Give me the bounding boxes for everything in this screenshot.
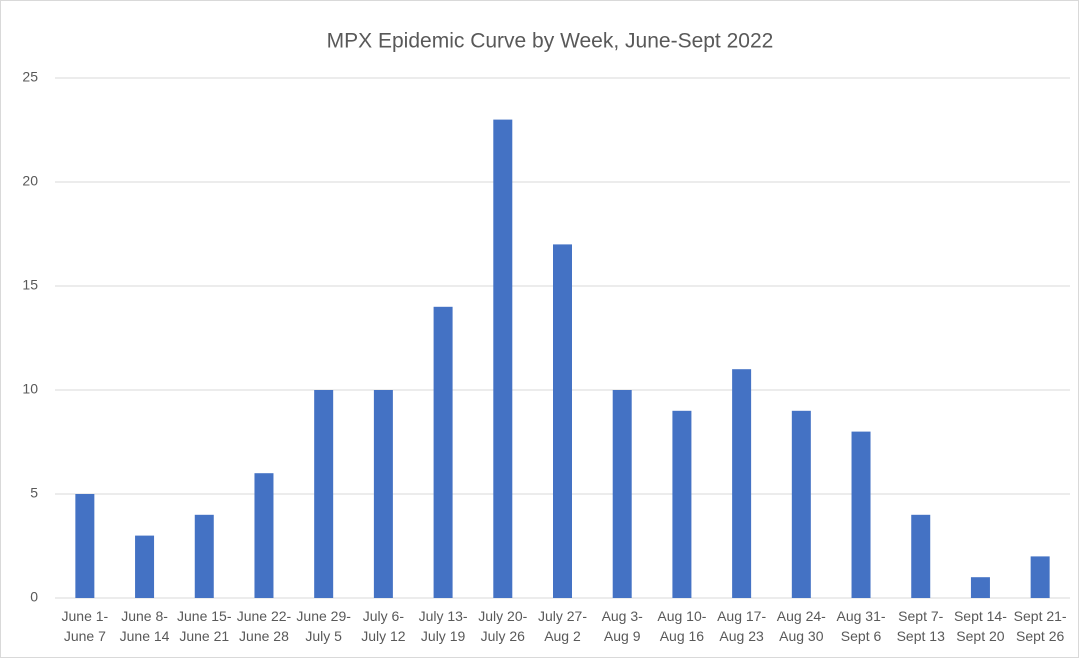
x-tick-label: Aug 31- Sept 6 bbox=[836, 608, 886, 644]
bar bbox=[851, 431, 871, 598]
bar bbox=[732, 369, 752, 598]
bar bbox=[373, 390, 393, 598]
bar bbox=[970, 577, 990, 598]
x-tick-label: June 1- June 7 bbox=[61, 608, 109, 644]
x-tick-label: July 13- July 19 bbox=[418, 608, 468, 644]
y-tick-label: 0 bbox=[30, 589, 38, 605]
bar bbox=[553, 244, 572, 598]
bar bbox=[612, 390, 632, 598]
y-tick-label: 20 bbox=[22, 173, 38, 189]
chart-title: MPX Epidemic Curve by Week, June-Sept 20… bbox=[327, 30, 774, 53]
bar bbox=[314, 390, 334, 598]
bar bbox=[135, 535, 155, 598]
bar bbox=[75, 494, 95, 598]
y-tick-label: 10 bbox=[22, 381, 38, 397]
y-tick-label: 25 bbox=[22, 69, 38, 85]
x-tick-label: June 29- July 5 bbox=[296, 608, 351, 644]
y-tick-label: 5 bbox=[30, 485, 38, 501]
x-tick-label: July 27- Aug 2 bbox=[537, 608, 587, 644]
bar bbox=[254, 473, 274, 598]
x-tick-label: June 22- June 28 bbox=[236, 608, 292, 644]
x-tick-label: June 8- June 14 bbox=[119, 608, 170, 644]
x-tick-label: Sept 14- Sept 20 bbox=[953, 608, 1007, 644]
bar bbox=[493, 119, 513, 598]
x-tick-label: July 6- July 12 bbox=[361, 608, 406, 644]
x-tick-label: Aug 3- Aug 9 bbox=[601, 608, 643, 644]
bar bbox=[433, 306, 453, 598]
x-tick-label: June 15- June 21 bbox=[177, 608, 232, 644]
bar bbox=[791, 410, 811, 598]
bar bbox=[672, 410, 692, 598]
x-tick-label: Sept 7- Sept 13 bbox=[896, 608, 945, 644]
bar bbox=[194, 514, 214, 598]
x-tick-label: Aug 24- Aug 30 bbox=[776, 608, 826, 644]
y-tick-label: 15 bbox=[22, 277, 38, 293]
x-tick-label: Sept 21- Sept 26 bbox=[1013, 608, 1067, 644]
bar bbox=[1030, 556, 1050, 598]
x-tick-label: Aug 10- Aug 16 bbox=[657, 608, 707, 644]
bar bbox=[911, 514, 931, 598]
x-tick-label: July 20- July 26 bbox=[478, 608, 528, 644]
x-tick-label: Aug 17- Aug 23 bbox=[717, 608, 767, 644]
